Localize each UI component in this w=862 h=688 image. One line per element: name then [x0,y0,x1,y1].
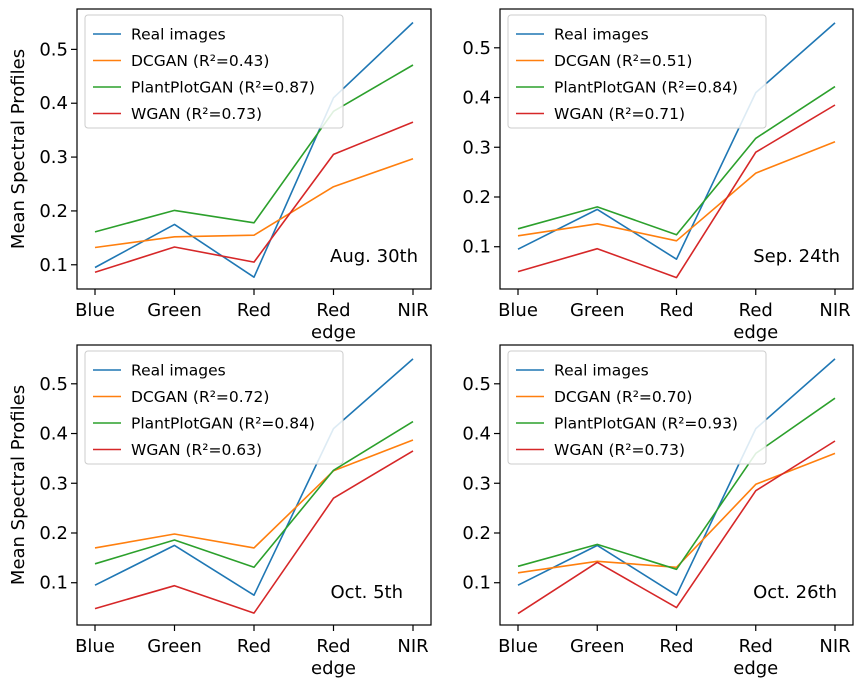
x-tick-label: Blue [498,300,538,321]
y-tick-label: 0.1 [462,573,491,594]
x-tick-label: Blue [498,636,538,657]
y-tick-label: 0.1 [462,237,491,258]
legend-box [84,350,344,465]
axes-frame [499,344,854,626]
legend-label-3: PlantPlotGAN (R²=0.84) [131,415,315,433]
legend-label-4: WGAN (R²=0.71) [554,105,685,123]
y-tick-label: 0.2 [462,187,491,208]
chart-panel-1: 0.1 0.2 0.3 0.4 0.5 Blue Green Red Red edge NIR Mea… [8,8,432,343]
legend-label-1: Real images [131,362,226,380]
x-tick-label: Red edge [311,636,356,679]
legend-label-2: DCGAN (R²=0.72) [131,388,269,406]
y-tick-label: 0.3 [462,473,491,494]
series-line-3 [517,85,836,236]
x-tick-label: NIR [819,636,850,657]
legend-label-2: DCGAN (R²=0.51) [554,52,692,70]
y-tick-label: 0.2 [39,201,68,222]
y-tick-label: 0.3 [39,147,68,168]
date-annotation: Sep. 24th [753,246,840,267]
y-tick-label: 0.3 [39,473,68,494]
legend: Real images DCGAN (R²=0.51) PlantPlotGAN (… [507,14,767,129]
y-tick-label: 0.4 [462,424,491,445]
x-tick-label: Green [147,636,202,657]
x-tick-label: NIR [397,636,428,657]
legend-label-3: PlantPlotGAN (R²=0.93) [554,415,738,433]
x-tick-label: Blue [75,636,115,657]
y-tick-label: 0.3 [462,137,491,158]
x-tick-label: Red edge [733,300,778,343]
date-annotation: Aug. 30th [330,246,418,267]
y-tick-label: 0.2 [462,523,491,544]
x-tick-label: Red [237,636,271,657]
y-tick-label: 0.2 [39,523,68,544]
series-line-1 [94,21,414,279]
axes-frame [499,8,854,290]
series-line-2 [94,439,414,549]
x-tick-label: Green [570,300,625,321]
x-tick-label: Red [237,300,271,321]
y-tick-label: 0.4 [39,424,68,445]
x-tick-label: NIR [819,300,850,321]
legend-box [507,350,767,465]
series-line-1 [517,22,836,261]
chart-panel-4: 0.1 0.2 0.3 0.4 0.5 Blue Green Red Red edge NIR Rea… [462,344,854,679]
legend-box [507,14,767,129]
legend-label-1: Real images [554,26,649,44]
y-axis-label: Mean Spectral Profiles [8,385,29,585]
legend: Real images DCGAN (R²=0.72) PlantPlotGAN (… [84,350,344,465]
legend-box [84,14,344,129]
series-line-3 [94,420,414,569]
series-line-3 [517,397,836,571]
date-annotation: Oct. 5th [331,582,403,603]
series-line-4 [94,121,414,274]
y-tick-label: 0.5 [39,374,68,395]
y-tick-label: 0.4 [462,88,491,109]
series-line-3 [94,64,414,233]
x-tick-label: Green [147,300,202,321]
x-tick-label: NIR [397,300,428,321]
y-tick-label: 0.5 [39,39,68,60]
axes-frame [76,8,432,290]
legend: Real images DCGAN (R²=0.70) PlantPlotGAN (… [507,350,767,465]
y-axis-label: Mean Spectral Profiles [8,49,29,249]
x-tick-label: Red edge [733,636,778,679]
chart-panel-2: 0.1 0.2 0.3 0.4 0.5 Blue Green Red Red edge NIR Rea… [462,8,854,343]
series-line-1 [94,358,414,597]
legend-label-4: WGAN (R²=0.63) [131,441,262,459]
series-line-2 [94,157,414,249]
legend: Real images DCGAN (R²=0.43) PlantPlotGAN (… [84,14,344,129]
y-tick-label: 0.1 [39,573,68,594]
legend-label-2: DCGAN (R²=0.70) [554,388,692,406]
date-annotation: Oct. 26th [753,582,837,603]
legend-label-3: PlantPlotGAN (R²=0.87) [131,79,315,97]
legend-label-1: Real images [131,26,226,44]
y-tick-label: 0.5 [462,38,491,59]
chart-panel-3: 0.1 0.2 0.3 0.4 0.5 Blue Green Red Red edge NIR Mea… [8,344,432,679]
x-tick-label: Green [570,636,625,657]
axes-frame [76,344,432,626]
x-tick-label: Red [659,300,693,321]
x-tick-label: Red [659,636,693,657]
legend-label-4: WGAN (R²=0.73) [131,105,262,123]
y-tick-label: 0.4 [39,93,68,114]
x-tick-label: Red edge [311,300,356,343]
series-line-4 [517,104,836,279]
y-tick-label: 0.5 [462,374,491,395]
series-line-4 [94,450,414,614]
y-tick-label: 0.1 [39,255,68,276]
series-line-1 [517,358,836,597]
legend-label-3: PlantPlotGAN (R²=0.84) [554,79,738,97]
legend-label-4: WGAN (R²=0.73) [554,441,685,459]
legend-label-1: Real images [554,362,649,380]
x-tick-label: Blue [75,300,115,321]
series-line-4 [517,440,836,615]
legend-label-2: DCGAN (R²=0.43) [131,52,269,70]
series-line-2 [517,141,836,242]
